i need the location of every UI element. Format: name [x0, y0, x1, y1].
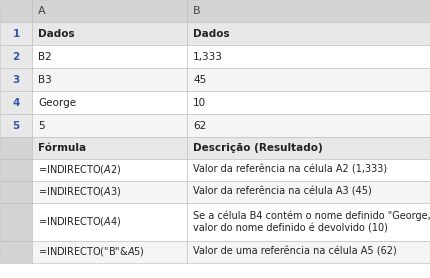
Bar — [0, 159, 32, 181]
Text: =INDIRECTO($A$4): =INDIRECTO($A$4) — [38, 215, 121, 229]
Bar — [32, 68, 187, 91]
Bar — [0, 45, 32, 68]
Text: Dados: Dados — [38, 29, 74, 38]
Text: George: George — [38, 98, 76, 108]
Bar — [32, 114, 187, 137]
Bar — [0, 241, 32, 263]
Text: 5: 5 — [38, 120, 45, 130]
Bar — [187, 159, 430, 181]
Bar — [0, 0, 32, 22]
Text: Valor de uma referência na célula A5 (62): Valor de uma referência na célula A5 (62… — [193, 247, 396, 257]
Text: Descrição (Resultado): Descrição (Resultado) — [193, 143, 322, 153]
Text: Dados: Dados — [193, 29, 229, 38]
Bar — [32, 137, 187, 159]
Text: 62: 62 — [193, 120, 206, 130]
Bar — [32, 203, 187, 241]
Bar — [0, 91, 32, 114]
Bar — [187, 45, 430, 68]
Bar — [32, 22, 187, 45]
Text: Se a célula B4 contém o nome definido "George," o
valor do nome definido é devol: Se a célula B4 contém o nome definido "G… — [193, 211, 430, 233]
Bar — [0, 137, 32, 159]
Bar — [32, 45, 187, 68]
Text: B: B — [193, 6, 200, 16]
Bar — [32, 241, 187, 263]
Bar — [0, 181, 32, 203]
Text: =INDIRECTO($A$2): =INDIRECTO($A$2) — [38, 163, 121, 177]
Text: 45: 45 — [193, 75, 206, 85]
Bar — [0, 114, 32, 137]
Bar — [187, 22, 430, 45]
Bar — [187, 114, 430, 137]
Bar — [187, 0, 430, 22]
Bar — [32, 91, 187, 114]
Text: 5: 5 — [12, 120, 20, 130]
Bar — [187, 137, 430, 159]
Text: 1,333: 1,333 — [193, 51, 222, 61]
Text: Valor da referência na célula A3 (45): Valor da referência na célula A3 (45) — [193, 187, 371, 197]
Text: =INDIRECTO("B"&$A$5): =INDIRECTO("B"&$A$5) — [38, 245, 144, 259]
Bar — [187, 181, 430, 203]
Text: =INDIRECTO($A$3): =INDIRECTO($A$3) — [38, 185, 121, 198]
Text: 3: 3 — [12, 75, 20, 85]
Bar — [32, 0, 187, 22]
Text: 10: 10 — [193, 98, 206, 108]
Text: Valor da referência na célula A2 (1,333): Valor da referência na célula A2 (1,333) — [193, 165, 386, 175]
Bar — [187, 241, 430, 263]
Text: B3: B3 — [38, 75, 52, 85]
Bar — [0, 68, 32, 91]
Bar — [0, 203, 32, 241]
Text: 1: 1 — [12, 29, 20, 38]
Bar — [187, 91, 430, 114]
Bar — [187, 203, 430, 241]
Bar — [32, 159, 187, 181]
Text: Fórmula: Fórmula — [38, 143, 86, 153]
Text: 4: 4 — [12, 98, 20, 108]
Bar — [32, 181, 187, 203]
Text: A: A — [38, 6, 46, 16]
Text: B2: B2 — [38, 51, 52, 61]
Bar — [187, 68, 430, 91]
Text: 2: 2 — [12, 51, 20, 61]
Bar — [0, 22, 32, 45]
